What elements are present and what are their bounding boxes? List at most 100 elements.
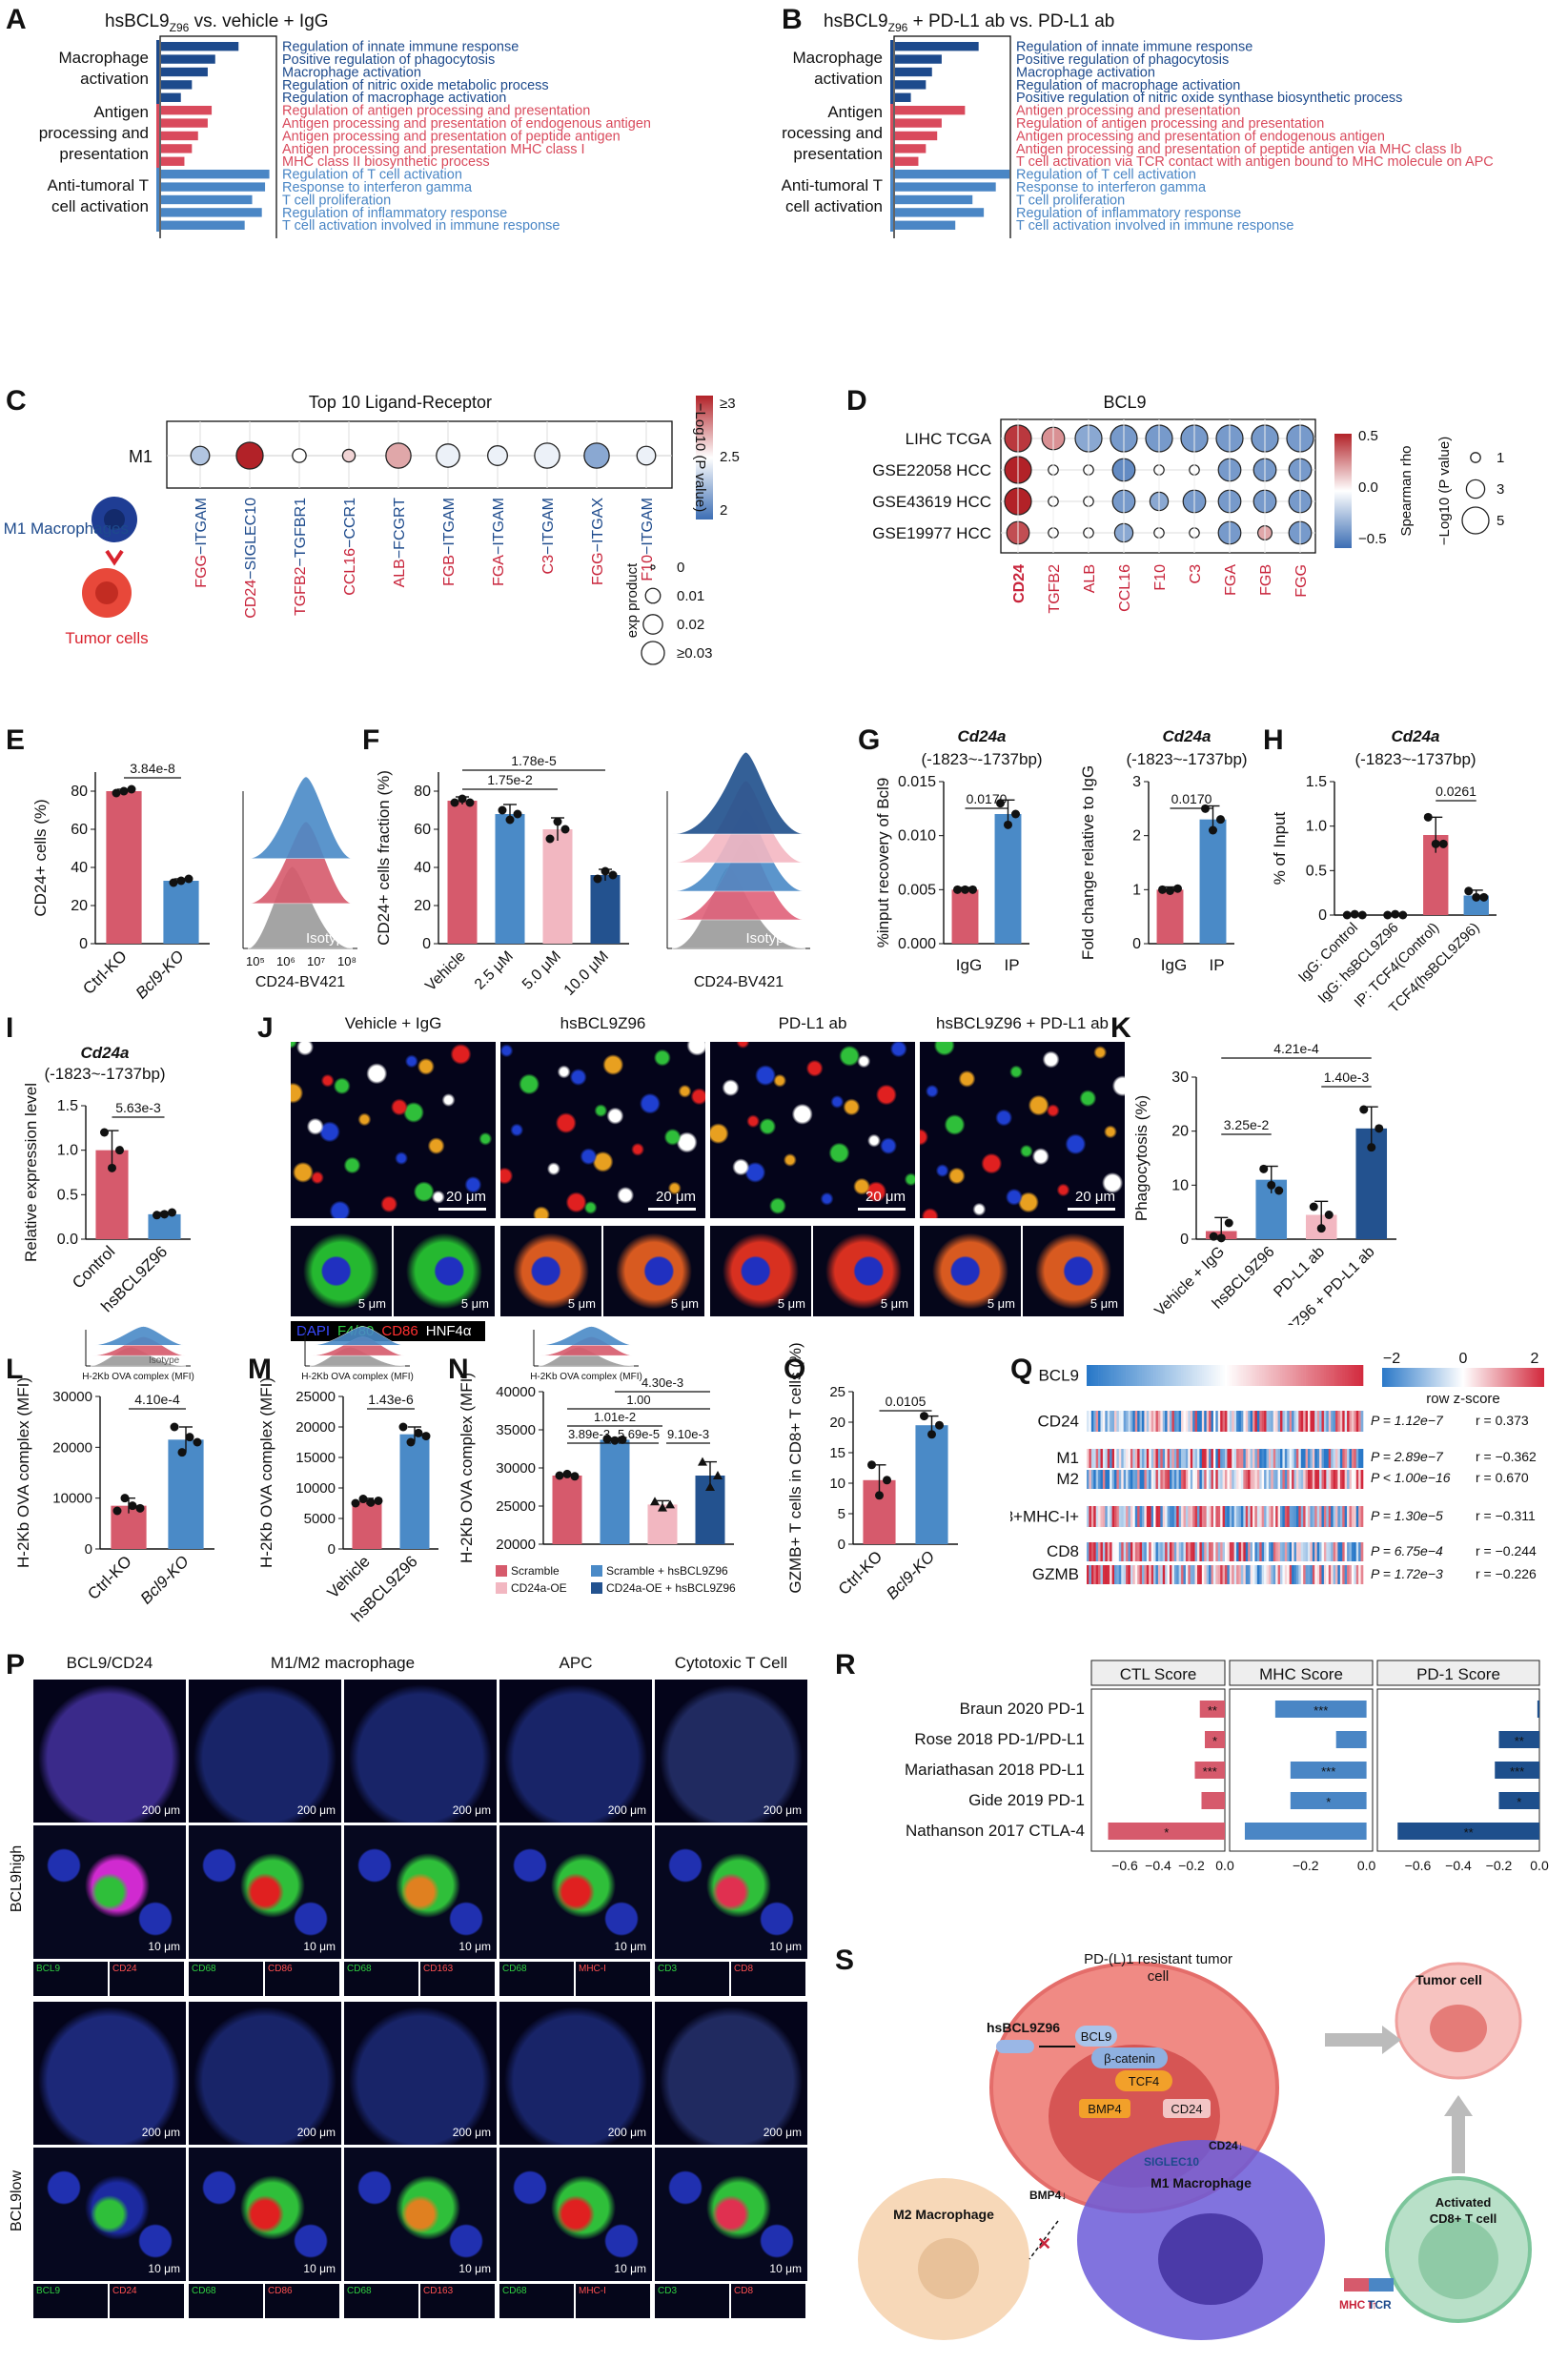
heatmap-cell [1323,1506,1327,1527]
heatmap-cell [1310,1411,1313,1432]
heatmap-cell [1351,1542,1354,1561]
go-term-label: Regulation of T cell activation [282,168,462,183]
legend-title: row z-score [1426,1391,1500,1407]
heatmap-cell [1206,1365,1210,1386]
panel-h: H Cd24a (-1823~-1737bp) 0 0.5 1.0 1.5% of Inp… [1263,724,1568,1010]
heatmap-cell [1232,1411,1234,1432]
heatmap-cell [1225,1470,1228,1489]
channel-thumbnail: CD68 [189,1962,263,1996]
data-point [1367,1143,1376,1152]
heatmap-cell [1151,1506,1154,1527]
tick-label: 10 [1171,1177,1189,1193]
data-point [450,798,459,807]
heatmap-cell [1349,1542,1353,1561]
heatmap-cell [1102,1565,1106,1584]
heatmap-cell [1333,1470,1336,1489]
heatmap-cell [1139,1470,1143,1489]
histogram-peak [671,751,806,835]
bar [542,829,573,944]
lr-pair-label: ALB−FCGRT [392,498,408,588]
heatmap-cell [1254,1542,1258,1561]
tissue-zoom-image: 10 μm [33,2148,186,2281]
heatmap-cell [1105,1449,1109,1468]
p-value-label: 1.01e-2 [594,1410,636,1424]
heatmap-cell [1128,1506,1131,1527]
heatmap-cell [1319,1542,1322,1561]
heatmap-cell [1197,1542,1200,1561]
heatmap-cell [1132,1506,1136,1527]
heatmap-cell [1225,1542,1228,1561]
heatmap-cell [1151,1470,1154,1489]
data-point [1391,909,1400,919]
heatmap-cell [1245,1542,1249,1561]
heatmap-cell [1298,1411,1302,1432]
scale-label: 20 μm [865,1189,906,1205]
chart-title: BCL9 [1103,393,1146,412]
tick-label: 0.0 [1357,1858,1376,1873]
go-term-label: T cell activation via TCR contact with a… [1016,154,1494,170]
data-point [1357,910,1367,920]
heatmap-cell [1358,1542,1361,1561]
data-point [108,1163,116,1172]
panel-c: C Top 10 Ligand-Receptor M1 FGG−ITGAM CD24−… [0,381,839,734]
heatmap-cell [1102,1411,1106,1432]
data-point [351,1498,360,1508]
ligand-label: FGG [193,555,210,588]
bar [994,814,1022,944]
heatmap-cell [1153,1449,1156,1468]
heatmap-cell [1222,1565,1226,1584]
heatmap-cell [1105,1411,1109,1432]
go-bar [161,67,208,77]
t-cell-nucleus-shape [1418,2219,1498,2299]
heatmap-cell [1248,1506,1251,1527]
heatmap-cell [1248,1542,1251,1561]
cytokine-label: BMP4↓ [1029,2189,1067,2202]
heatmap-cell [1089,1542,1092,1561]
heatmap-cell [1227,1542,1231,1561]
p-value-label: 3.25e-2 [1224,1117,1270,1132]
heatmap-cell [1087,1470,1089,1489]
heatmap-cell [1236,1411,1239,1432]
tick-label: 1.0 [57,1143,78,1159]
heatmap-cell [1087,1449,1089,1468]
bar-chart-m: H-2Kb OVA complex (MFI)05000100001500020… [257,1326,438,1625]
heatmap-cell [1268,1470,1272,1489]
heatmap-cell [1321,1365,1325,1386]
heatmap-cell [1118,1411,1122,1432]
heatmap-cell [1292,1565,1294,1584]
heatmap-cell [1326,1449,1330,1468]
tick-label: 0.010 [898,828,936,845]
panel-letter: P [6,1649,26,1681]
tick-label: −0.2 [1486,1858,1513,1873]
heatmap-cell [1093,1411,1096,1432]
heatmap-cell [1303,1365,1306,1386]
go-bar [895,92,911,102]
group-strip [890,40,893,104]
channel-label: CD24 [112,2286,137,2296]
heatmap-cell [1181,1565,1184,1584]
heatmap-cell [1236,1449,1239,1468]
heatmap-cell [1308,1506,1311,1527]
heatmap-cell [1335,1542,1338,1561]
go-term-label: T cell proliferation [282,193,391,208]
bar [590,875,621,944]
axis-label: CD24-BV421 [694,974,784,990]
heatmap-cell [1123,1565,1127,1584]
heatmap-cell [1181,1365,1184,1386]
group-strip [890,168,893,232]
heatmap-cell [1204,1565,1207,1584]
tick-label: 0 [85,1541,92,1558]
heatmap-cell [1146,1542,1150,1561]
heatmap-cell [1165,1542,1168,1561]
heatmap-cell [1305,1365,1309,1386]
tick-label: 10⁵ [246,954,265,968]
heatmap-cell [1293,1365,1297,1386]
heatmap-cell [1142,1411,1145,1432]
heatmap-cell [1220,1542,1223,1561]
heatmap-cell [1328,1470,1332,1489]
heatmap-cell [1326,1365,1330,1386]
heatmap-cell [1277,1365,1281,1386]
heatmap-cell [1206,1506,1210,1527]
gene-title: Cd24a [1391,727,1439,745]
scale-bar [648,1208,696,1211]
